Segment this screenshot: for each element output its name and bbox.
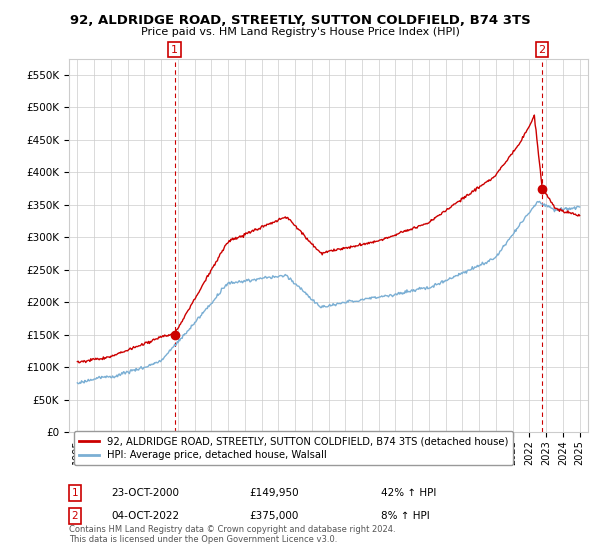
Text: 8% ↑ HPI: 8% ↑ HPI (381, 511, 430, 521)
Text: £149,950: £149,950 (249, 488, 299, 498)
Legend: 92, ALDRIDGE ROAD, STREETLY, SUTTON COLDFIELD, B74 3TS (detached house), HPI: Av: 92, ALDRIDGE ROAD, STREETLY, SUTTON COLD… (74, 431, 514, 465)
Text: £375,000: £375,000 (249, 511, 298, 521)
Text: 42% ↑ HPI: 42% ↑ HPI (381, 488, 436, 498)
Text: 23-OCT-2000: 23-OCT-2000 (111, 488, 179, 498)
Text: 1: 1 (71, 488, 79, 498)
Text: Price paid vs. HM Land Registry's House Price Index (HPI): Price paid vs. HM Land Registry's House … (140, 27, 460, 37)
Text: 92, ALDRIDGE ROAD, STREETLY, SUTTON COLDFIELD, B74 3TS: 92, ALDRIDGE ROAD, STREETLY, SUTTON COLD… (70, 14, 530, 27)
Text: 2: 2 (539, 45, 545, 55)
Text: Contains HM Land Registry data © Crown copyright and database right 2024.
This d: Contains HM Land Registry data © Crown c… (69, 525, 395, 544)
Text: 2: 2 (71, 511, 79, 521)
Text: 1: 1 (171, 45, 178, 55)
Text: 04-OCT-2022: 04-OCT-2022 (111, 511, 179, 521)
